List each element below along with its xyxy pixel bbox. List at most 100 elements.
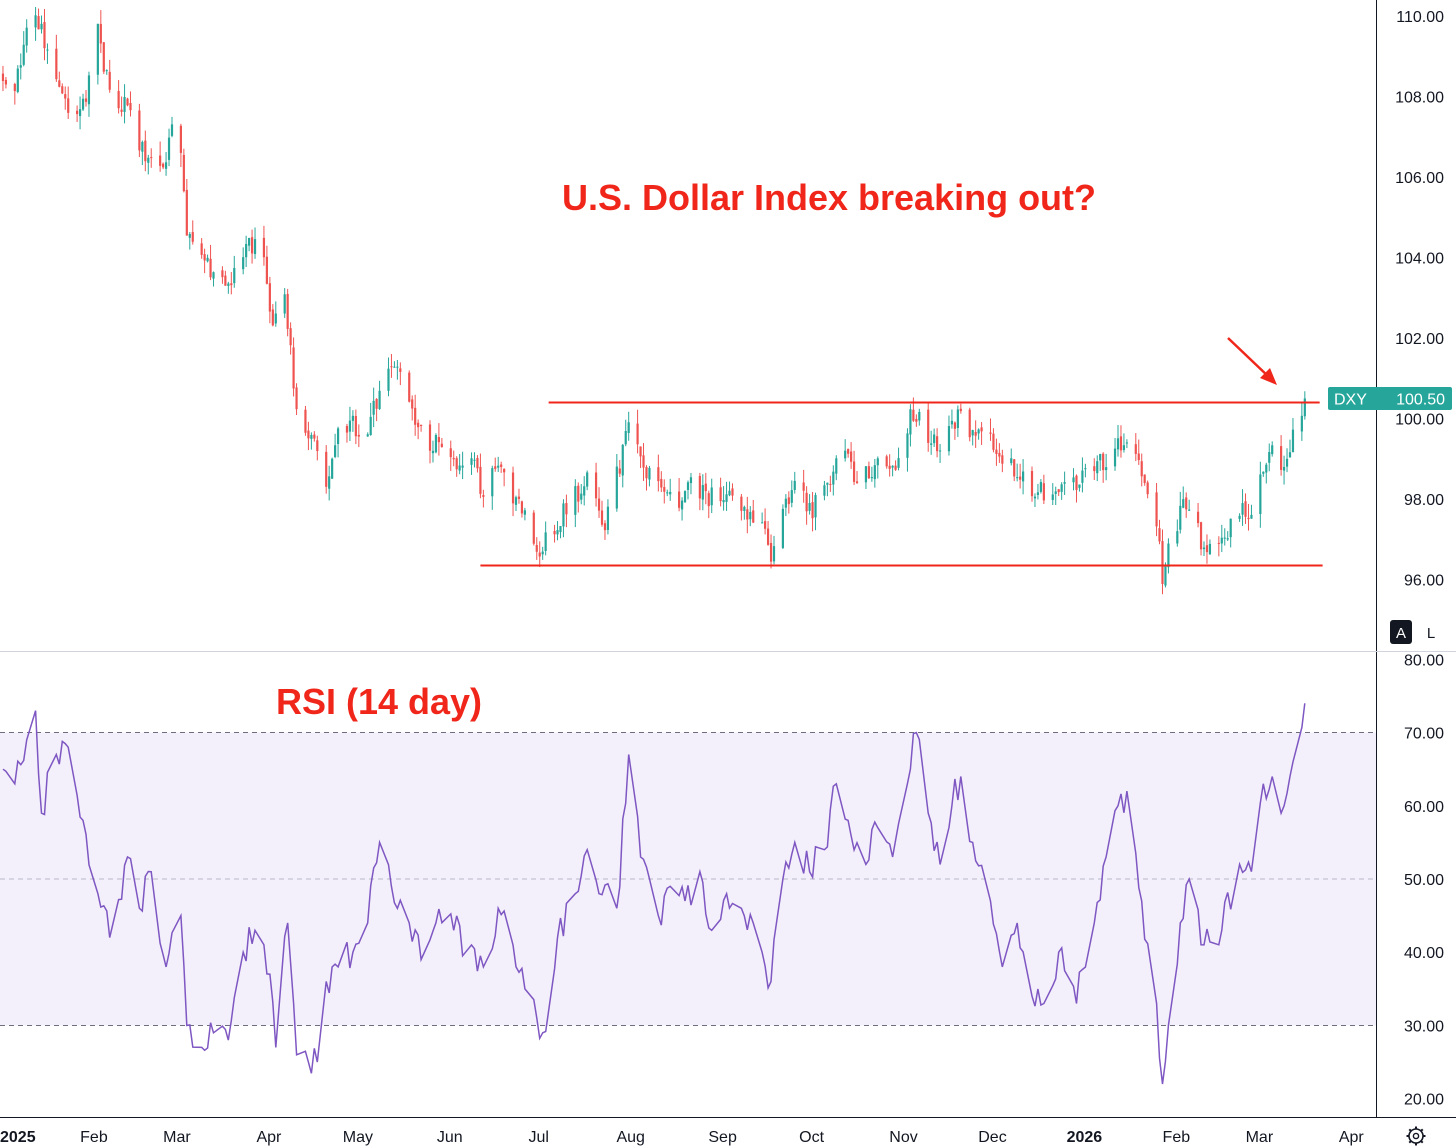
candle (34, 7, 37, 41)
candle (431, 440, 435, 463)
candle (648, 465, 651, 487)
candle (414, 394, 417, 436)
candle (375, 398, 378, 422)
candle (1282, 455, 1286, 485)
rsi-tick-label: 30.00 (1404, 1018, 1444, 1035)
candle (544, 521, 547, 556)
candle (805, 486, 808, 525)
candle (141, 140, 144, 166)
candle (345, 423, 349, 443)
candle (701, 474, 704, 511)
candle (245, 235, 248, 267)
candle (1057, 488, 1060, 496)
candle (772, 535, 776, 565)
candle (182, 148, 185, 193)
candle (968, 407, 971, 442)
candle (164, 152, 168, 176)
candle (1039, 479, 1042, 494)
candle (357, 424, 360, 448)
candle (283, 288, 286, 318)
candle (938, 444, 942, 463)
candle (248, 237, 251, 252)
candle (1119, 425, 1123, 458)
candle (562, 499, 565, 538)
candle (749, 506, 752, 527)
candle (76, 105, 79, 123)
rsi-line (2, 703, 1306, 1085)
candle (752, 499, 755, 524)
candle (221, 266, 224, 284)
candle (408, 370, 411, 403)
candle (372, 387, 375, 428)
candle (138, 103, 141, 158)
rsi-tick-label: 40.00 (1404, 945, 1444, 962)
candle (636, 409, 639, 454)
candle (212, 271, 215, 287)
price-tick-label: 104.00 (1395, 251, 1444, 268)
candle (686, 480, 690, 500)
candle (328, 465, 331, 501)
last-price-badge: DXY 100.50 (1328, 386, 1452, 410)
time-tick-month: Oct (799, 1129, 824, 1146)
candle (233, 255, 236, 288)
candle (307, 421, 310, 451)
candle (980, 422, 983, 445)
candle (1146, 480, 1149, 499)
candle (265, 245, 268, 285)
candle (64, 86, 67, 110)
rsi-axis-labels: 80.00 70.00 60.00 50.00 40.00 30.00 20.00 (1404, 652, 1444, 1108)
candle (1205, 534, 1209, 564)
candle (864, 466, 868, 490)
candle (393, 361, 396, 368)
candle (150, 148, 153, 168)
candle (1158, 519, 1161, 545)
candle (292, 337, 295, 397)
candle (434, 433, 438, 454)
candle (953, 421, 956, 440)
candle (600, 500, 604, 527)
candle (586, 470, 589, 491)
candle (396, 360, 399, 380)
candle (1137, 439, 1140, 465)
price-tick-label: 108.00 (1395, 90, 1444, 107)
candle (918, 408, 921, 426)
auto-scale-button[interactable]: A (1390, 620, 1412, 644)
candle (947, 415, 951, 456)
candle (37, 8, 40, 30)
candle (766, 521, 770, 546)
candle (814, 492, 817, 531)
candle (170, 116, 174, 138)
price-tick-label: 110.00 (1396, 9, 1444, 26)
candle (351, 410, 354, 432)
candle (1042, 474, 1045, 504)
candle (369, 402, 372, 436)
log-scale-label: L (1427, 625, 1435, 642)
candle (129, 91, 132, 117)
rsi-tick-label: 80.00 (1404, 652, 1444, 669)
candle (491, 465, 494, 510)
candle (102, 41, 105, 75)
candle (286, 288, 289, 337)
candle (992, 428, 995, 453)
candle (411, 395, 414, 421)
candle (1268, 443, 1271, 472)
candle (933, 428, 936, 447)
settings-gear-icon[interactable] (1406, 1126, 1426, 1146)
log-scale-button[interactable]: L (1420, 620, 1442, 644)
candle (832, 465, 835, 496)
candle (1223, 528, 1226, 546)
candle (1113, 437, 1117, 471)
candle (253, 227, 257, 259)
candle (336, 426, 340, 458)
candle (1102, 452, 1105, 483)
candle (594, 462, 598, 507)
price-tick-label: 106.00 (1395, 170, 1444, 187)
candle (1229, 518, 1232, 548)
rsi-title: RSI (14 day) (276, 681, 482, 722)
candle (793, 471, 796, 494)
candle (440, 438, 443, 448)
candle (387, 357, 390, 397)
candle (906, 428, 909, 472)
candle (378, 380, 381, 410)
